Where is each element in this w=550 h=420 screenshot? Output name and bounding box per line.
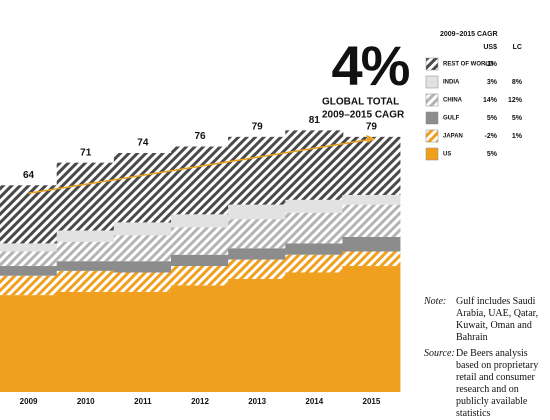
cagr-usd: -1% [485, 61, 498, 68]
bar-segment [228, 278, 287, 392]
x-tick-label: 2012 [191, 397, 209, 406]
bar-segment [56, 241, 115, 262]
trend-arrow [28, 139, 368, 195]
cagr-usd: 5% [487, 151, 498, 158]
x-tick-label: 2011 [134, 397, 152, 406]
legend-label: GULF [443, 116, 460, 122]
total-label: 74 [137, 138, 149, 149]
cagr-lc: 12% [508, 97, 523, 104]
note-text: Gulf includes Saudi Arabia, UAE, Qatar, … [456, 296, 539, 343]
bar-segment [0, 251, 58, 267]
bar-segment [113, 272, 172, 292]
bar-segment [228, 136, 287, 205]
note-key: Note: [424, 296, 447, 307]
legend-title: 2009–2015 CAGR [440, 31, 498, 38]
legend-label: US [443, 152, 451, 158]
bar-segment [228, 219, 287, 249]
x-tick-label: 2013 [248, 397, 266, 406]
x-tick-label: 2015 [363, 397, 381, 406]
cagr-usd: -2% [485, 133, 498, 140]
bar-segment [285, 199, 344, 213]
cagr-usd: 5% [487, 115, 498, 122]
legend-label: CHINA [443, 98, 463, 104]
bar-segment [171, 266, 229, 286]
subtitle: GLOBAL TOTAL [322, 97, 399, 108]
cagr-lc: 5% [512, 115, 523, 122]
bar-segment [0, 243, 58, 252]
bar-segment [113, 261, 172, 273]
total-label: 64 [23, 170, 35, 181]
bar-segment [342, 204, 401, 237]
bar-segment [342, 194, 401, 205]
bar-segment [171, 214, 229, 228]
total-label: 76 [194, 131, 206, 142]
bar-segment [0, 266, 58, 276]
bar-segment [285, 272, 344, 392]
bar-segment [228, 248, 287, 260]
bar-segment [171, 285, 229, 392]
bar-segment [56, 270, 115, 292]
note: Note: Gulf includes Saudi Arabia, UAE, Qa… [424, 296, 546, 344]
x-tick-label: 2014 [305, 397, 323, 406]
total-label: 79 [366, 121, 378, 132]
bar-segment [56, 291, 115, 392]
legend-swatch [425, 111, 439, 125]
bar-segment [56, 230, 115, 242]
bar-segment [113, 291, 172, 392]
subtitle: 2009–2015 CAGR [322, 110, 405, 121]
arrow-head [366, 134, 376, 143]
total-label: 79 [252, 121, 264, 132]
column-header: US$ [483, 44, 497, 51]
bar-segment [228, 259, 287, 279]
bar-segment [171, 227, 229, 255]
total-label: 71 [80, 147, 92, 158]
bar-segment [285, 254, 344, 273]
bar-segment [113, 222, 172, 236]
cagr-lc: 1% [512, 133, 523, 140]
bar-segment [342, 251, 401, 267]
legend-swatch [425, 57, 439, 71]
bar-segment [285, 130, 344, 200]
legend-swatch [425, 129, 439, 143]
bar-segment [0, 295, 58, 392]
cagr-lc: 8% [512, 79, 523, 86]
bar-segment [0, 185, 58, 244]
legend-label: INDIA [443, 80, 460, 86]
note: Source: De Beers analysis based on propri… [424, 348, 546, 420]
note-key: Source: [424, 348, 455, 359]
legend-label: JAPAN [443, 134, 463, 140]
bar-segment [342, 266, 401, 392]
bar-segment [342, 236, 401, 252]
legend-swatch [425, 147, 439, 161]
bar-segment [171, 254, 229, 267]
note-text: De Beers analysis based on proprietary r… [456, 348, 539, 419]
bar-segment [113, 152, 172, 223]
column-header: LC [513, 44, 522, 51]
total-label: 81 [309, 115, 321, 126]
bar-segment [342, 136, 401, 195]
bar-segment [285, 243, 344, 255]
legend-swatch [425, 75, 439, 89]
x-tick-label: 2009 [20, 397, 38, 406]
bar-segment [228, 204, 287, 220]
legend-swatch [425, 93, 439, 107]
cagr-usd: 3% [487, 79, 498, 86]
x-tick-label: 2010 [77, 397, 95, 406]
legend-label: REST OF WORLD [443, 62, 494, 68]
headline: 4% [332, 34, 410, 97]
bar-segment [0, 275, 58, 296]
cagr-usd: 14% [483, 97, 498, 104]
bar-segment [171, 146, 229, 215]
bar-segment [56, 162, 115, 231]
bar-segment [113, 235, 172, 262]
bar-segment [285, 212, 344, 244]
bar-segment [56, 261, 115, 271]
